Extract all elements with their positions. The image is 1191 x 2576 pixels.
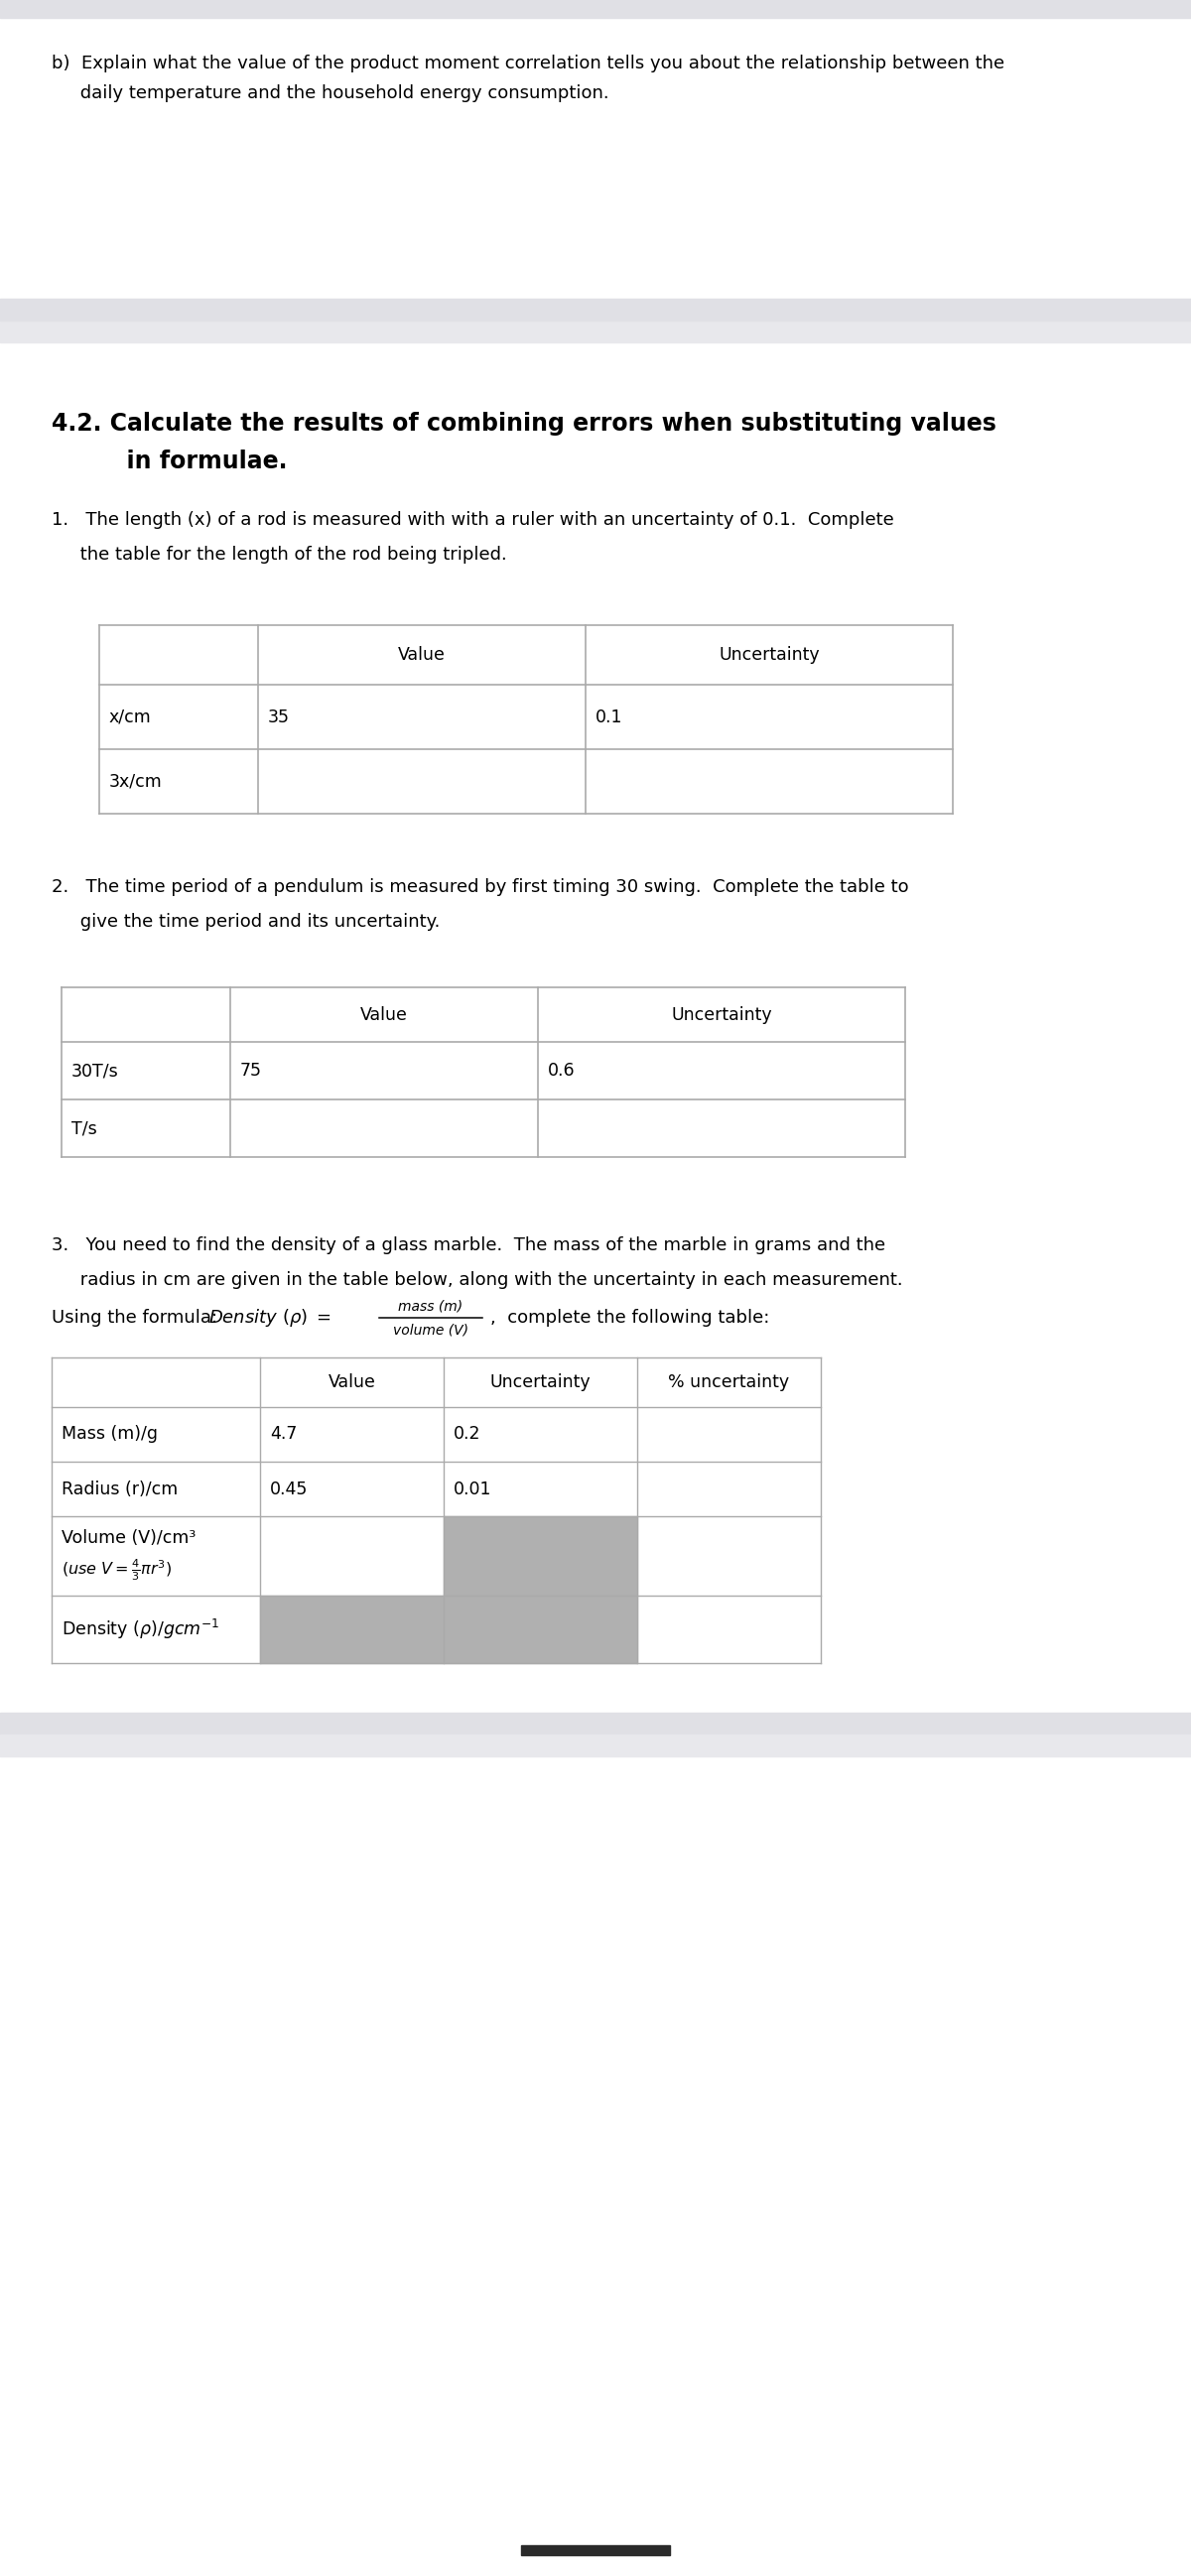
Text: x/cm: x/cm [110,708,151,726]
Bar [0,1713,1191,1734]
Text: in formulae.: in formulae. [77,448,287,474]
Text: Using the formula:: Using the formula: [51,1309,223,1327]
Text: 0.6: 0.6 [548,1061,575,1079]
Text: 3x/cm: 3x/cm [110,773,162,791]
Bar [0,319,1191,343]
Text: 35: 35 [268,708,289,726]
Text: radius in cm are given in the table below, along with the uncertainty in each me: radius in cm are given in the table belo… [51,1270,903,1288]
Text: mass (m): mass (m) [399,1301,463,1314]
Text: the table for the length of the rod being tripled.: the table for the length of the rod bein… [51,546,507,564]
Text: Mass (m)/g: Mass (m)/g [62,1425,157,1443]
Bar [443,1595,637,1664]
Text: % uncertainty: % uncertainty [668,1373,790,1391]
Text: 0.1: 0.1 [596,708,623,726]
Text: Value: Value [398,647,445,665]
Text: 3.   You need to find the density of a glass marble.  The mass of the marble in : 3. You need to find the density of a gla… [51,1236,885,1255]
Bar [0,0,1191,18]
Text: T/s: T/s [71,1121,96,1136]
Text: 2.   The time period of a pendulum is measured by first timing 30 swing.  Comple: 2. The time period of a pendulum is meas… [51,878,909,896]
Bar [522,2545,669,2555]
Text: Value: Value [361,1005,407,1023]
Text: 4.2. Calculate the results of combining errors when substituting values: 4.2. Calculate the results of combining … [51,412,997,435]
Text: Radius (r)/cm: Radius (r)/cm [62,1481,177,1497]
Text: 0.45: 0.45 [270,1481,308,1497]
Bar [260,1595,443,1664]
Text: volume (V): volume (V) [393,1324,468,1337]
Text: 75: 75 [241,1061,262,1079]
Text: Uncertainty: Uncertainty [490,1373,591,1391]
Text: give the time period and its uncertainty.: give the time period and its uncertainty… [51,912,439,930]
Bar [0,1734,1191,1757]
Text: daily temperature and the household energy consumption.: daily temperature and the household ener… [51,85,609,103]
Text: b)  Explain what the value of the product moment correlation tells you about the: b) Explain what the value of the product… [51,54,1004,72]
Bar [443,1517,637,1595]
Text: 30T/s: 30T/s [71,1061,119,1079]
Text: Volume (V)/cm³: Volume (V)/cm³ [62,1530,195,1548]
Bar [0,299,1191,319]
Text: Value: Value [328,1373,375,1391]
Text: 1.   The length (x) of a rod is measured with with a ruler with an uncertainty o: 1. The length (x) of a rod is measured w… [51,510,894,528]
Text: 0.2: 0.2 [454,1425,481,1443]
Text: Uncertainty: Uncertainty [671,1005,772,1023]
Text: Uncertainty: Uncertainty [718,647,819,665]
Text: Density $(\rho)/gcm^{-1}$: Density $(\rho)/gcm^{-1}$ [62,1618,219,1641]
Text: ,  complete the following table:: , complete the following table: [491,1309,769,1327]
Text: 0.01: 0.01 [454,1481,492,1497]
Text: $\it{Density}$ $(\rho)$ $=$: $\it{Density}$ $(\rho)$ $=$ [208,1306,331,1329]
Text: $(use\ V = \frac{4}{3}\pi r^3)$: $(use\ V = \frac{4}{3}\pi r^3)$ [62,1558,172,1584]
Text: 4.7: 4.7 [270,1425,297,1443]
